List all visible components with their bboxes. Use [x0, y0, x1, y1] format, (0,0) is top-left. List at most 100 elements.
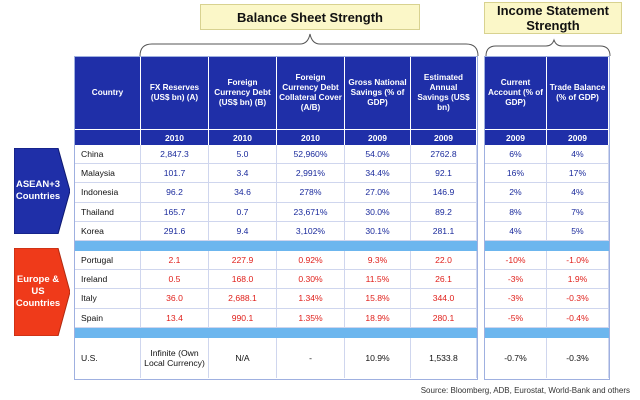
value-cell: 101.7	[141, 164, 209, 184]
value-cell: 2%	[485, 183, 547, 203]
value-cell: 1,533.8	[411, 337, 477, 378]
value-cell: -1.0%	[547, 251, 609, 271]
value-cell: 34.6	[209, 183, 277, 203]
column-year: 2010	[141, 129, 209, 145]
value-cell: 9.4	[209, 221, 277, 241]
value-cell: 89.2	[411, 202, 477, 222]
value-cell: 146.9	[411, 183, 477, 203]
value-cell: 291.6	[141, 221, 209, 241]
country-cell: U.S.	[75, 337, 141, 378]
value-cell: 0.7	[209, 202, 277, 222]
column-year	[75, 129, 141, 145]
group-braces	[139, 33, 611, 57]
value-cell: 16%	[485, 164, 547, 184]
column-header: Current Account (% of GDP)	[485, 57, 547, 129]
value-cell: 1.35%	[277, 308, 345, 328]
value-cell: 3,102%	[277, 221, 345, 241]
group-separator	[75, 327, 477, 338]
value-cell: 2,991%	[277, 164, 345, 184]
value-cell: 11.5%	[345, 270, 411, 290]
value-cell: Infinite (Own Local Currency)	[141, 337, 209, 378]
country-cell: Spain	[75, 308, 141, 328]
value-cell: 1.9%	[547, 270, 609, 290]
value-cell: 7%	[547, 202, 609, 222]
value-cell: 278%	[277, 183, 345, 203]
country-cell: Italy	[75, 289, 141, 309]
income-statement-brace	[485, 38, 611, 57]
column-year: 2009	[485, 129, 547, 145]
value-cell: -0.3%	[547, 289, 609, 309]
country-cell: Ireland	[75, 270, 141, 290]
value-cell: 6%	[485, 145, 547, 165]
column-header: Country	[75, 57, 141, 129]
group-separator	[485, 241, 609, 251]
value-cell: 92.1	[411, 164, 477, 184]
value-cell: -3%	[485, 289, 547, 309]
value-cell: 0.30%	[277, 270, 345, 290]
value-cell: 168.0	[209, 270, 277, 290]
value-cell: 4%	[547, 183, 609, 203]
column-header: Estimated Annual Savings (US$ bn)	[411, 57, 477, 129]
value-cell: 52,960%	[277, 145, 345, 165]
column-year: 2009	[547, 129, 609, 145]
value-cell: 4%	[547, 145, 609, 165]
value-cell: N/A	[209, 337, 277, 378]
value-cell: 227.9	[209, 251, 277, 271]
value-cell: 30.0%	[345, 202, 411, 222]
value-cell: 2762.8	[411, 145, 477, 165]
value-cell: 54.0%	[345, 145, 411, 165]
country-cell: Portugal	[75, 251, 141, 271]
value-cell: -0.4%	[547, 308, 609, 328]
value-cell: 990.1	[209, 308, 277, 328]
value-cell: 3.4	[209, 164, 277, 184]
europe-group-label: Europe & US Countries	[14, 248, 70, 336]
balance-sheet-title: Balance Sheet Strength	[200, 4, 420, 30]
group-separator	[485, 327, 609, 338]
balance-sheet-table: Country FX Reserves (US$ bn) (A) 2010 Forei…	[74, 56, 478, 380]
value-cell: 15.8%	[345, 289, 411, 309]
value-cell: 23,671%	[277, 202, 345, 222]
value-cell: -10%	[485, 251, 547, 271]
value-cell: 8%	[485, 202, 547, 222]
source-note: Source: Bloomberg, ADB, Eurostat, World-…	[420, 386, 630, 395]
value-cell: 13.4	[141, 308, 209, 328]
value-cell: 2.1	[141, 251, 209, 271]
value-cell: 5.0	[209, 145, 277, 165]
value-cell: -0.7%	[485, 337, 547, 378]
value-cell: 26.1	[411, 270, 477, 290]
value-cell: 30.1%	[345, 221, 411, 241]
value-cell: 10.9%	[345, 337, 411, 378]
country-cell: China	[75, 145, 141, 165]
value-cell: 344.0	[411, 289, 477, 309]
country-cell: Malaysia	[75, 164, 141, 184]
value-cell: 9.3%	[345, 251, 411, 271]
value-cell: 165.7	[141, 202, 209, 222]
column-header: Trade Balance (% of GDP)	[547, 57, 609, 129]
value-cell: -3%	[485, 270, 547, 290]
country-cell: Thailand	[75, 202, 141, 222]
column-header: Foreign Currency Debt (US$ bn) (B)	[209, 57, 277, 129]
column-year: 2009	[345, 129, 411, 145]
value-cell: -0.3%	[547, 337, 609, 378]
balance-sheet-brace	[139, 33, 479, 57]
value-cell: 2,847.3	[141, 145, 209, 165]
country-cell: Korea	[75, 221, 141, 241]
value-cell: 18.9%	[345, 308, 411, 328]
value-cell: 34.4%	[345, 164, 411, 184]
value-cell: 36.0	[141, 289, 209, 309]
value-cell: 27.0%	[345, 183, 411, 203]
column-header: FX Reserves (US$ bn) (A)	[141, 57, 209, 129]
value-cell: 0.5	[141, 270, 209, 290]
value-cell: 2,688.1	[209, 289, 277, 309]
value-cell: -5%	[485, 308, 547, 328]
asean-group-label: ASEAN+3 Countries	[14, 148, 70, 234]
value-cell: 5%	[547, 221, 609, 241]
income-statement-title: Income Statement Strength	[484, 2, 622, 34]
value-cell: 281.1	[411, 221, 477, 241]
column-year: 2010	[209, 129, 277, 145]
column-header: Foreign Currency Debt Collateral Cover (…	[277, 57, 345, 129]
value-cell: 0.92%	[277, 251, 345, 271]
country-cell: Indonesia	[75, 183, 141, 203]
value-cell: -	[277, 337, 345, 378]
value-cell: 280.1	[411, 308, 477, 328]
